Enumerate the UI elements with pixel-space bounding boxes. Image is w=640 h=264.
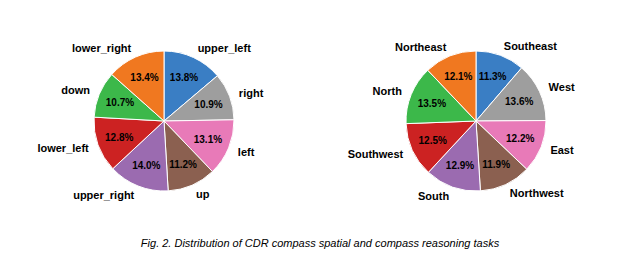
svg-text:left: left <box>238 146 255 158</box>
svg-text:Southeast: Southeast <box>504 40 558 52</box>
svg-text:Northeast: Northeast <box>395 41 447 53</box>
svg-text:12.5%: 12.5% <box>419 135 447 146</box>
svg-text:10.9%: 10.9% <box>194 99 222 110</box>
svg-text:11.9%: 11.9% <box>482 159 510 170</box>
svg-text:14.0%: 14.0% <box>132 160 160 171</box>
svg-text:South: South <box>418 190 449 202</box>
svg-text:North: North <box>373 85 403 97</box>
svg-text:lower_right: lower_right <box>72 42 132 54</box>
svg-text:12.9%: 12.9% <box>446 160 474 171</box>
svg-text:upper_right: upper_right <box>73 189 134 201</box>
html-text:Fig. 2. Distribution of CDR co: Fig. 2. Distribution of CDR compass spat… <box>140 237 500 249</box>
svg-text:down: down <box>61 84 90 96</box>
svg-text:12.1%: 12.1% <box>444 71 472 82</box>
svg-text:West: West <box>549 81 575 93</box>
svg-text:11.3%: 11.3% <box>479 71 507 82</box>
svg-text:13.5%: 13.5% <box>418 98 446 109</box>
svg-text:13.8%: 13.8% <box>170 72 198 83</box>
svg-text:11.2%: 11.2% <box>169 159 197 170</box>
svg-text:12.2%: 12.2% <box>506 133 534 144</box>
svg-text:10.7%: 10.7% <box>106 97 134 108</box>
svg-text:upper_left: upper_left <box>198 42 252 54</box>
svg-text:13.6%: 13.6% <box>505 96 533 107</box>
svg-text:Southwest: Southwest <box>348 148 404 160</box>
svg-text:13.4%: 13.4% <box>130 72 158 83</box>
svg-text:lower_left: lower_left <box>37 142 89 154</box>
svg-text:East: East <box>550 144 574 156</box>
svg-text:up: up <box>196 188 210 200</box>
svg-text:13.1%: 13.1% <box>194 134 222 145</box>
svg-text:Northwest: Northwest <box>510 187 564 199</box>
svg-text:right: right <box>239 87 264 99</box>
svg-text:12.8%: 12.8% <box>105 132 133 143</box>
